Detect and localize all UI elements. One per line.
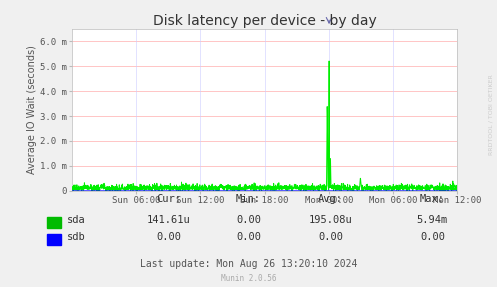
Text: 0.00: 0.00 xyxy=(236,215,261,225)
Text: Cur:: Cur: xyxy=(157,194,181,204)
Text: 5.94m: 5.94m xyxy=(417,215,448,225)
Y-axis label: Average IO Wait (seconds): Average IO Wait (seconds) xyxy=(27,45,37,174)
Text: 141.61u: 141.61u xyxy=(147,215,191,225)
Text: 0.00: 0.00 xyxy=(236,232,261,242)
Text: 0.00: 0.00 xyxy=(420,232,445,242)
Text: Min:: Min: xyxy=(236,194,261,204)
Text: 195.08u: 195.08u xyxy=(309,215,352,225)
Text: Munin 2.0.56: Munin 2.0.56 xyxy=(221,274,276,283)
Text: sdb: sdb xyxy=(67,232,86,242)
Text: Max:: Max: xyxy=(420,194,445,204)
Text: RRDTOOL / TOBI OETIKER: RRDTOOL / TOBI OETIKER xyxy=(488,74,493,155)
Title: Disk latency per device - by day: Disk latency per device - by day xyxy=(153,13,377,28)
Text: Last update: Mon Aug 26 13:20:10 2024: Last update: Mon Aug 26 13:20:10 2024 xyxy=(140,259,357,269)
Text: sda: sda xyxy=(67,215,86,225)
Text: 0.00: 0.00 xyxy=(318,232,343,242)
Text: Avg:: Avg: xyxy=(318,194,343,204)
Text: 0.00: 0.00 xyxy=(157,232,181,242)
